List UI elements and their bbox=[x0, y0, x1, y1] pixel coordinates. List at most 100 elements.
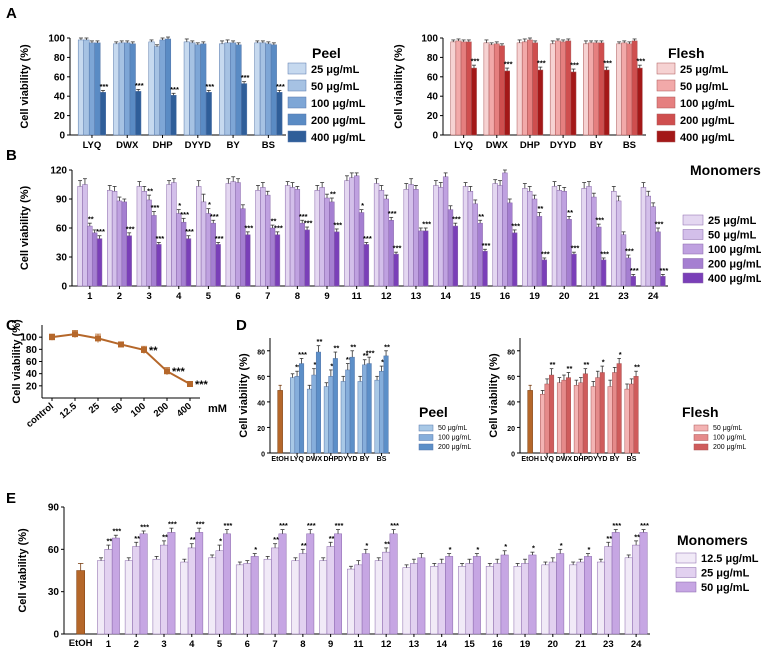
legend-label: 400 μg/mL bbox=[708, 273, 761, 285]
bar bbox=[527, 39, 533, 136]
bar bbox=[326, 546, 335, 635]
bar bbox=[488, 44, 495, 136]
significance-stars: *** bbox=[172, 366, 186, 378]
bar bbox=[556, 190, 563, 287]
bar bbox=[593, 42, 600, 136]
x-tick-label: 9 bbox=[328, 639, 333, 650]
bar bbox=[219, 43, 226, 136]
significance-stars: *** bbox=[452, 215, 461, 224]
bar bbox=[269, 227, 276, 287]
x-tick-label: 19 bbox=[520, 639, 531, 650]
x-tick-label: 3 bbox=[146, 291, 151, 302]
bar bbox=[632, 544, 641, 635]
panel-letter: D bbox=[236, 317, 247, 334]
x-tick-label: 6 bbox=[235, 291, 240, 302]
bar bbox=[91, 232, 98, 287]
x-tick-label: LYQ bbox=[290, 456, 304, 463]
significance-stars: ** bbox=[301, 541, 307, 550]
x-tick-label: 6 bbox=[245, 639, 250, 650]
bar bbox=[349, 177, 355, 287]
significance-stars: ** bbox=[538, 204, 544, 213]
x-tick-label: DYYD bbox=[588, 456, 607, 463]
bar bbox=[82, 184, 88, 287]
y-tick-label: 20 bbox=[507, 426, 515, 433]
bar bbox=[329, 201, 335, 287]
bar bbox=[611, 191, 617, 287]
bar bbox=[521, 41, 528, 136]
significance-stars: *** bbox=[612, 521, 621, 530]
x-tick-label: EtOH bbox=[69, 638, 93, 649]
bar bbox=[532, 42, 538, 136]
legend-swatch bbox=[682, 272, 704, 284]
legend-swatch bbox=[656, 96, 676, 109]
bar bbox=[230, 42, 237, 136]
significance-stars: *** bbox=[603, 59, 612, 68]
bar bbox=[423, 230, 429, 287]
significance-stars: *** bbox=[595, 216, 604, 225]
y-tick-label: 100 bbox=[421, 34, 438, 45]
bar bbox=[571, 253, 577, 287]
legend-swatch bbox=[682, 258, 704, 269]
legend-label: 200 μg/mL bbox=[713, 444, 746, 451]
legend-swatch bbox=[656, 62, 676, 75]
y-tick-label: 40 bbox=[427, 92, 439, 103]
legend-label: 50 μg/mL bbox=[438, 425, 467, 432]
data-point bbox=[141, 346, 147, 353]
y-tick-label: 0 bbox=[59, 131, 65, 142]
bar bbox=[141, 191, 147, 287]
panel-letter: B bbox=[6, 147, 17, 164]
bar bbox=[528, 554, 537, 635]
significance-stars: *** bbox=[630, 266, 639, 275]
bar bbox=[200, 201, 207, 287]
x-tick-label: 13 bbox=[411, 291, 422, 302]
x-tick-label: BY bbox=[610, 456, 620, 463]
significance-stars: ** bbox=[147, 187, 153, 196]
bar bbox=[471, 67, 477, 136]
bar bbox=[225, 183, 232, 287]
legend-swatch bbox=[675, 581, 697, 593]
data-point bbox=[118, 341, 124, 348]
bar bbox=[513, 566, 522, 635]
significance-stars: * bbox=[365, 541, 368, 550]
x-tick-label: 20 bbox=[548, 639, 559, 650]
significance-stars: * bbox=[330, 361, 333, 370]
bar bbox=[340, 381, 346, 454]
x-tick-label: 19 bbox=[529, 291, 540, 302]
bar bbox=[437, 563, 446, 635]
significance-stars: ** bbox=[329, 534, 335, 543]
bar bbox=[561, 379, 567, 454]
bar bbox=[599, 372, 605, 454]
y-tick-label: 0 bbox=[261, 452, 265, 459]
y-axis-title: Cell viability (%) bbox=[17, 528, 29, 613]
y-tick-label: 0 bbox=[53, 630, 59, 641]
bar bbox=[598, 42, 605, 136]
bar bbox=[403, 189, 409, 287]
bar bbox=[383, 355, 389, 454]
legend-label: 100 μg/mL bbox=[708, 244, 761, 256]
bar bbox=[271, 547, 280, 635]
bar bbox=[354, 564, 363, 635]
significance-stars: ** bbox=[317, 337, 323, 346]
bar bbox=[595, 377, 601, 454]
y-axis-title: Cell viability (%) bbox=[11, 319, 23, 404]
bar bbox=[477, 222, 483, 287]
legend-swatch bbox=[682, 229, 704, 240]
x-tick-label: 3 bbox=[161, 639, 166, 650]
bar bbox=[136, 186, 143, 287]
bar bbox=[111, 191, 118, 287]
significance-stars: *** bbox=[388, 209, 397, 218]
y-axis-title: Cell viability (%) bbox=[393, 44, 405, 129]
significance-stars: *** bbox=[636, 57, 645, 66]
x-tick-label: 200 bbox=[152, 401, 171, 420]
bar bbox=[527, 191, 533, 287]
bar bbox=[418, 230, 424, 287]
bar bbox=[442, 176, 449, 287]
y-tick-label: 60 bbox=[427, 72, 439, 83]
bar bbox=[99, 92, 106, 136]
bar bbox=[455, 40, 462, 136]
bar bbox=[230, 181, 236, 287]
significance-stars: *** bbox=[195, 379, 209, 391]
significance-stars: ** bbox=[606, 534, 612, 543]
bar bbox=[472, 203, 478, 287]
